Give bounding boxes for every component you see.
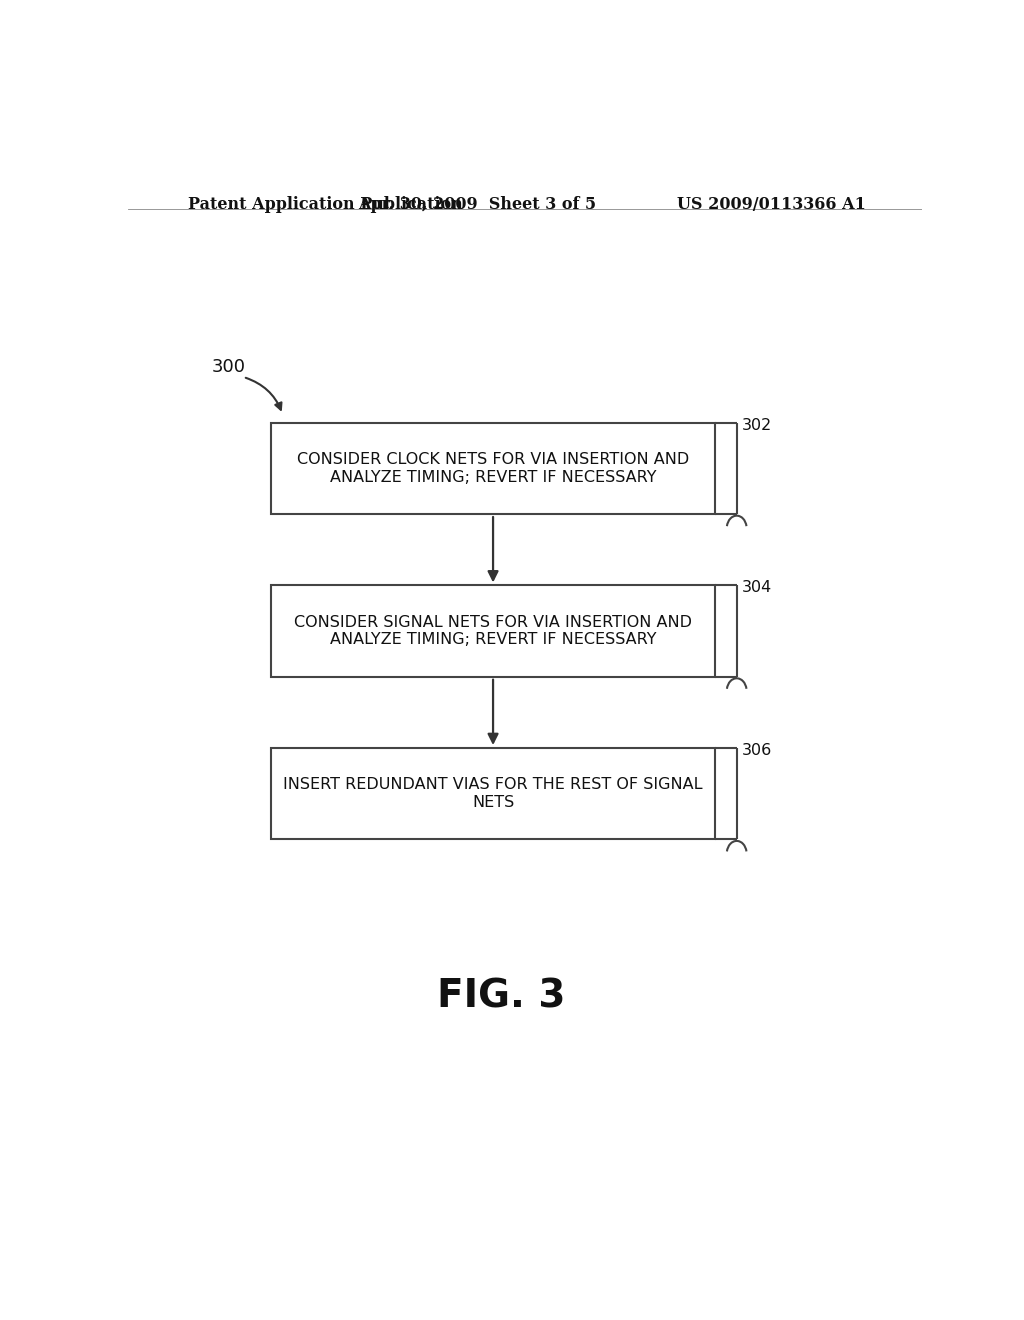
Bar [270,422,715,515]
Text: FIG. 3: FIG. 3 [437,978,565,1016]
Bar [270,748,715,840]
Text: Patent Application Publication: Patent Application Publication [187,195,462,213]
Text: 302: 302 [741,417,772,433]
Text: CONSIDER CLOCK NETS FOR VIA INSERTION AND
ANALYZE TIMING; REVERT IF NECESSARY: CONSIDER CLOCK NETS FOR VIA INSERTION AN… [297,453,689,484]
Text: 304: 304 [741,581,772,595]
Text: 306: 306 [741,743,772,758]
Text: INSERT REDUNDANT VIAS FOR THE REST OF SIGNAL
NETS: INSERT REDUNDANT VIAS FOR THE REST OF SI… [284,777,702,810]
Text: 300: 300 [211,358,246,376]
Text: Apr. 30, 2009  Sheet 3 of 5: Apr. 30, 2009 Sheet 3 of 5 [358,195,596,213]
Text: CONSIDER SIGNAL NETS FOR VIA INSERTION AND
ANALYZE TIMING; REVERT IF NECESSARY: CONSIDER SIGNAL NETS FOR VIA INSERTION A… [294,615,692,647]
Bar [270,585,715,677]
Text: US 2009/0113366 A1: US 2009/0113366 A1 [677,195,866,213]
